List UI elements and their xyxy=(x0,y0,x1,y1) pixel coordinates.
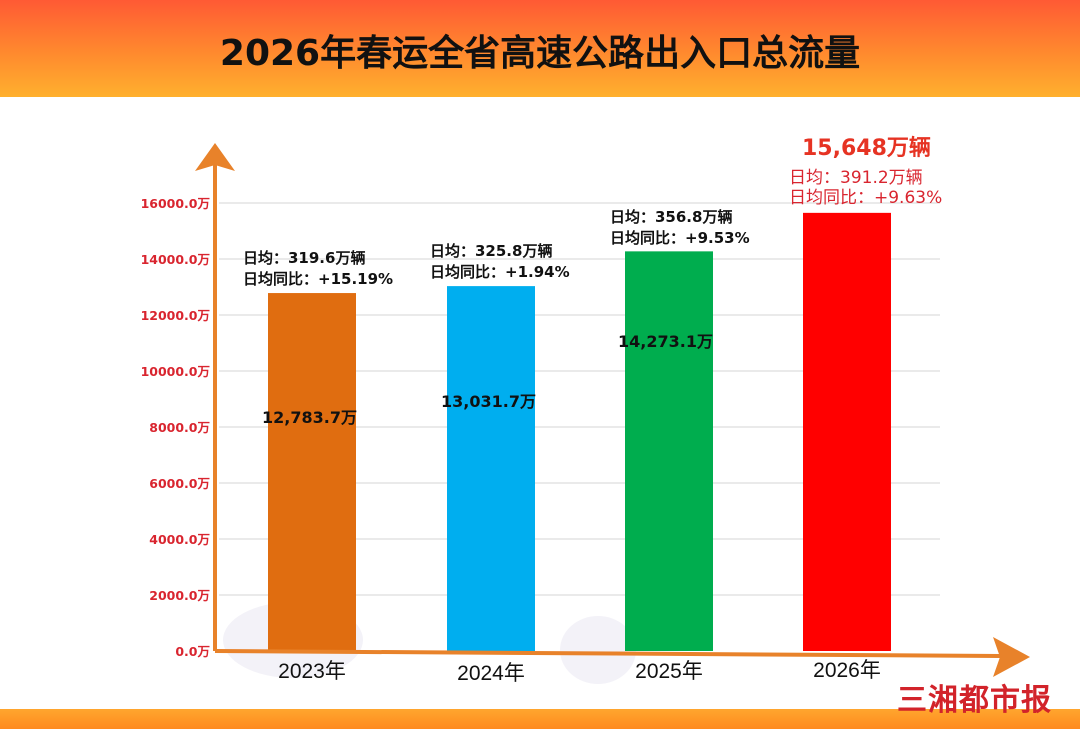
daily-yoy-2025: 日均同比：+9.53% xyxy=(610,229,750,247)
y-tick-labels: 0.0万 2000.0万 4000.0万 6000.0万 8000.0万 10000.0万… xyxy=(141,196,210,659)
value-label-2026: 15,648万辆 xyxy=(802,136,931,161)
y-tick-label: 12000.0万 xyxy=(141,308,210,323)
annotation-2026: 日均：391.2万辆 日均同比：+9.63% xyxy=(789,168,942,208)
chart-title: 2026年春运全省高速公路出入口总流量 xyxy=(219,33,861,74)
annotation-2025: 日均：356.8万辆 日均同比：+9.53% xyxy=(610,207,750,249)
x-axis-line xyxy=(214,649,1001,658)
x-tick-label: 2024年 xyxy=(457,662,525,685)
y-tick-label: 10000.0万 xyxy=(141,364,210,379)
y-tick-label: 8000.0万 xyxy=(149,420,210,435)
annotation-2024: 日均：325.8万辆 日均同比：+1.94% xyxy=(430,241,570,283)
daily-yoy-2026: 日均同比：+9.63% xyxy=(789,188,943,208)
y-tick-label: 14000.0万 xyxy=(141,252,210,267)
x-tick-label: 2026年 xyxy=(813,659,881,682)
footer-band xyxy=(0,709,1080,729)
y-axis-arrow-icon xyxy=(195,143,235,171)
annotation-2023: 日均：319.6万辆 日均同比：+15.19% xyxy=(243,248,393,290)
bar-2026 xyxy=(803,212,891,651)
y-tick-label: 4000.0万 xyxy=(149,532,210,547)
bar-2023 xyxy=(268,293,356,651)
daily-average-2024: 日均：325.8万辆 xyxy=(430,242,553,260)
x-tick-labels: 2023年 2024年 2025年 2026年 xyxy=(278,659,881,685)
x-tick-label: 2025年 xyxy=(635,660,703,683)
background-circle xyxy=(560,616,636,684)
header-band xyxy=(0,0,1080,97)
y-tick-label: 2000.0万 xyxy=(149,588,210,603)
x-axis-arrow-icon xyxy=(993,637,1030,677)
daily-yoy-2024: 日均同比：+1.94% xyxy=(430,263,570,281)
axes xyxy=(195,143,1030,677)
bar-2025 xyxy=(625,251,713,651)
y-tick-label: 0.0万 xyxy=(175,644,210,659)
value-label-2024: 13,031.7万 xyxy=(441,392,536,411)
daily-average-2025: 日均：356.8万辆 xyxy=(610,208,733,226)
value-label-2025: 14,273.1万 xyxy=(618,332,713,351)
bars xyxy=(268,212,891,651)
daily-average-2023: 日均：319.6万辆 xyxy=(243,249,366,267)
value-label-2023: 12,783.7万 xyxy=(262,408,357,427)
daily-average-2026: 日均：391.2万辆 xyxy=(789,168,923,188)
daily-yoy-2023: 日均同比：+15.19% xyxy=(243,270,394,288)
newspaper-logo: 三湘都市报 xyxy=(897,683,1052,718)
y-tick-label: 6000.0万 xyxy=(149,476,210,491)
bar-2024 xyxy=(447,286,535,651)
x-tick-label: 2023年 xyxy=(278,660,346,683)
y-tick-label: 16000.0万 xyxy=(141,196,210,211)
